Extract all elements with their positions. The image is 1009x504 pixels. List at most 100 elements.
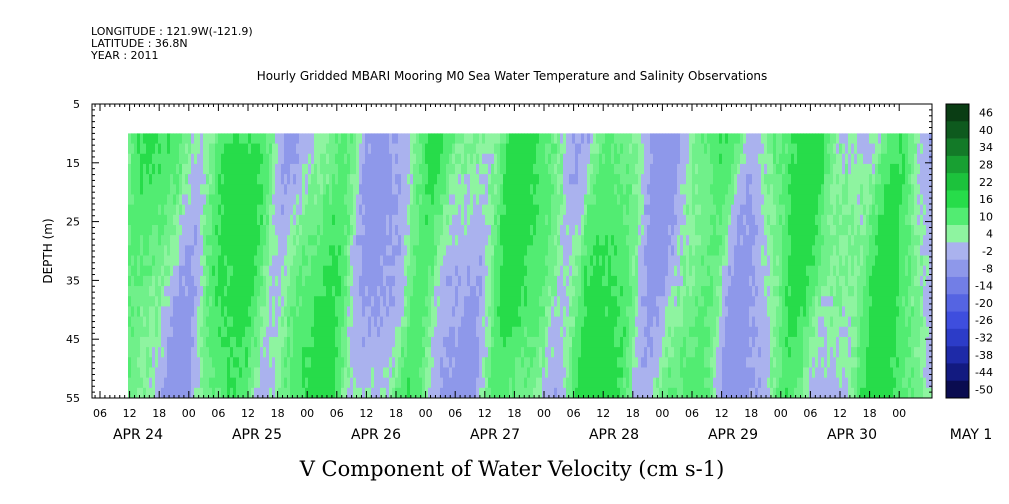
heatmap-cell xyxy=(257,357,261,368)
heatmap-cell xyxy=(695,153,699,165)
heatmap-cell xyxy=(506,224,510,236)
heatmap-cell xyxy=(335,204,339,216)
heatmap-cell xyxy=(587,326,591,338)
heatmap-cell xyxy=(428,174,432,185)
heatmap-cell xyxy=(470,204,474,216)
heatmap-cell xyxy=(602,377,606,389)
heatmap-cell xyxy=(362,326,366,338)
heatmap-cell xyxy=(533,367,537,379)
heatmap-cell xyxy=(437,235,441,246)
heatmap-cell xyxy=(143,286,147,297)
heatmap-cell xyxy=(176,235,180,246)
heatmap-cell xyxy=(341,163,345,175)
heatmap-cell xyxy=(425,194,429,206)
heatmap-cell xyxy=(230,286,234,297)
heatmap-cell xyxy=(626,367,630,379)
heatmap-cell xyxy=(155,255,159,267)
heatmap-cell xyxy=(431,224,435,236)
heatmap-cell xyxy=(599,316,603,328)
heatmap-cell xyxy=(392,224,396,236)
heatmap-cell xyxy=(596,224,600,236)
heatmap-cell xyxy=(233,275,237,287)
heatmap-cell xyxy=(419,347,423,358)
heatmap-cell xyxy=(491,326,495,338)
heatmap-cell xyxy=(251,204,255,216)
heatmap-cell xyxy=(533,163,537,175)
heatmap-cell xyxy=(443,377,447,389)
heatmap-cell xyxy=(431,275,435,287)
heatmap-cell xyxy=(131,214,135,226)
heatmap-cell xyxy=(668,235,672,246)
heatmap-cell xyxy=(650,143,654,155)
heatmap-cell xyxy=(377,275,381,287)
heatmap-cell xyxy=(497,224,501,236)
heatmap-cell xyxy=(371,184,375,195)
heatmap-cell xyxy=(431,194,435,206)
heatmap-cell xyxy=(248,224,252,236)
heatmap-cell xyxy=(500,235,504,246)
heatmap-cell xyxy=(623,316,627,328)
heatmap-cell xyxy=(134,133,138,145)
heatmap-cell xyxy=(608,204,612,216)
heatmap-cell xyxy=(452,306,456,318)
heatmap-cell xyxy=(620,133,624,145)
heatmap-cell xyxy=(323,224,327,236)
heatmap-cell xyxy=(605,255,609,267)
heatmap-cell xyxy=(551,245,555,257)
heatmap-cell xyxy=(302,214,306,226)
heatmap-cell xyxy=(632,326,636,338)
heatmap-cell xyxy=(527,255,531,267)
heatmap-cell xyxy=(620,255,624,267)
heatmap-cell xyxy=(680,347,684,358)
heatmap-cell xyxy=(650,265,654,277)
heatmap-cell xyxy=(251,224,255,236)
heatmap-cell xyxy=(164,235,168,246)
heatmap-cell xyxy=(245,306,249,318)
heatmap-cell xyxy=(350,163,354,175)
heatmap-cell xyxy=(323,296,327,307)
heatmap-cell xyxy=(194,306,198,318)
heatmap-cell xyxy=(677,387,681,399)
heatmap-cell xyxy=(176,316,180,328)
heatmap-cell xyxy=(353,143,357,155)
heatmap-cell xyxy=(605,275,609,287)
heatmap-cell xyxy=(677,296,681,307)
heatmap-cell xyxy=(173,306,177,318)
heatmap-cell xyxy=(131,387,135,399)
heatmap-cell xyxy=(662,367,666,379)
heatmap-cell xyxy=(623,204,627,216)
heatmap-cell xyxy=(380,245,384,257)
heatmap-cell xyxy=(503,153,507,165)
heatmap-cell xyxy=(326,357,330,368)
heatmap-cell xyxy=(305,194,309,206)
heatmap-cell xyxy=(245,194,249,206)
heatmap-cell xyxy=(563,204,567,216)
heatmap-cell xyxy=(248,296,252,307)
heatmap-cell xyxy=(257,265,261,277)
heatmap-cell xyxy=(206,336,210,348)
heatmap-cell xyxy=(254,214,258,226)
heatmap-cell xyxy=(692,214,696,226)
heatmap-cell xyxy=(281,357,285,368)
heatmap-cell xyxy=(152,347,156,358)
heatmap-cell xyxy=(617,347,621,358)
heatmap-cell xyxy=(500,336,504,348)
heatmap-cell xyxy=(317,367,321,379)
heatmap-cell xyxy=(350,133,354,145)
heatmap-cell xyxy=(404,306,408,318)
heatmap-cell xyxy=(467,224,471,236)
heatmap-cell xyxy=(155,214,159,226)
heatmap-cell xyxy=(419,153,423,165)
heatmap-cell xyxy=(320,336,324,348)
heatmap-cell xyxy=(596,143,600,155)
heatmap-cell xyxy=(593,255,597,267)
heatmap-cell xyxy=(344,347,348,358)
heatmap-cell xyxy=(275,224,279,236)
heatmap-cell xyxy=(530,255,534,267)
heatmap-cell xyxy=(374,255,378,267)
heatmap-cell xyxy=(530,153,534,165)
heatmap-cell xyxy=(545,286,549,297)
heatmap-cell xyxy=(449,316,453,328)
heatmap-cell xyxy=(371,316,375,328)
heatmap-cell xyxy=(530,174,534,185)
